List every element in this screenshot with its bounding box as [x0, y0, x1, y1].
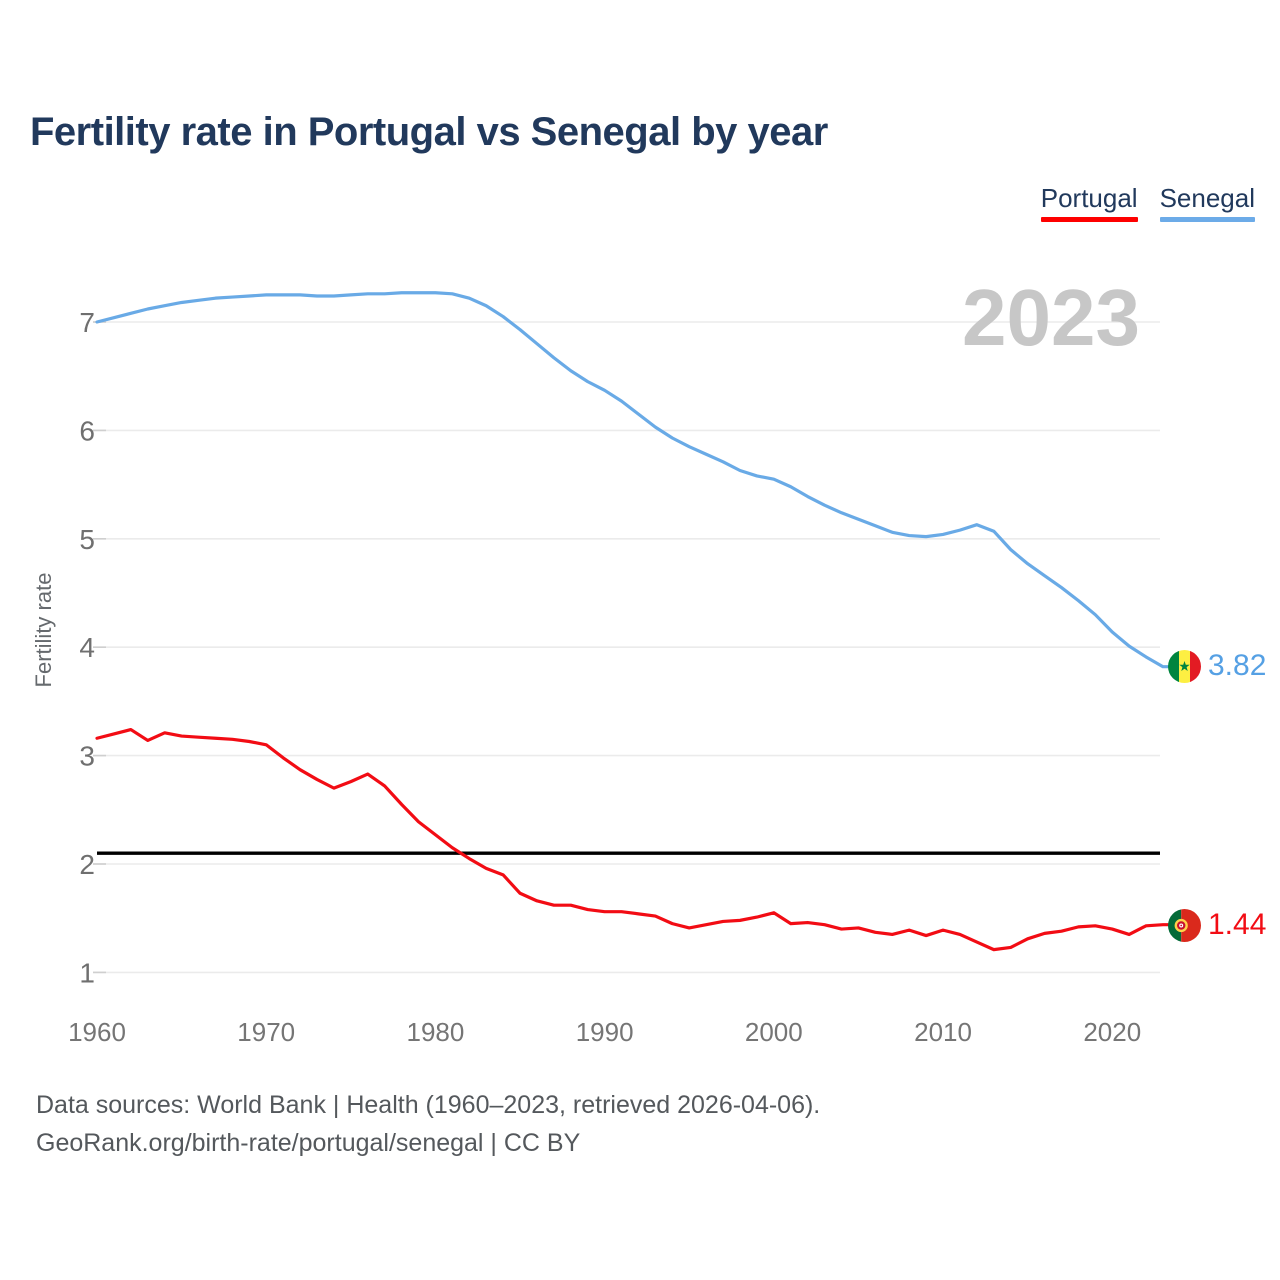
- legend-item-senegal[interactable]: Senegal: [1159, 183, 1255, 222]
- senegal-line: [95, 291, 1173, 669]
- y-tick-label: 1: [79, 957, 95, 988]
- x-tick-label: 2020: [1083, 1017, 1141, 1047]
- portugal-line: [95, 727, 1173, 952]
- footer: Data sources: World Bank | Health (1960–…: [36, 1086, 820, 1162]
- x-tick-label: 1970: [237, 1017, 295, 1047]
- portugal-final-value: 1.44: [1208, 908, 1267, 941]
- portugal-end-label: 1.44: [1168, 908, 1266, 942]
- y-tick-label: 5: [79, 524, 95, 555]
- x-tick-label: 2000: [745, 1017, 803, 1047]
- x-tick-label: 1990: [576, 1017, 634, 1047]
- legend-underline-senegal: [1159, 217, 1255, 222]
- chart-legend: Portugal Senegal: [1040, 183, 1255, 222]
- senegal-final-value: 3.82: [1208, 649, 1267, 682]
- y-tick-label: 4: [79, 632, 95, 663]
- y-tick-label: 7: [79, 307, 95, 338]
- legend-item-portugal[interactable]: Portugal: [1040, 183, 1138, 222]
- legend-label-portugal: Portugal: [1040, 183, 1138, 213]
- x-tick-label: 1980: [406, 1017, 464, 1047]
- x-tick-label: 2010: [914, 1017, 972, 1047]
- y-tick-label: 3: [79, 741, 95, 772]
- legend-label-senegal: Senegal: [1159, 183, 1255, 213]
- senegal-flag-icon: [1168, 649, 1201, 683]
- y-tick-label: 2: [79, 849, 95, 880]
- watermark-year: 2023: [962, 273, 1140, 362]
- portugal-flag-icon: [1168, 908, 1201, 942]
- y-tick-label: 6: [79, 415, 95, 446]
- footer-data-sources: Data sources: World Bank | Health (1960–…: [36, 1091, 821, 1119]
- page-title: Fertility rate in Portugal vs Senegal by…: [30, 110, 828, 154]
- footer-attribution-link[interactable]: GeoRank.org/birth-rate/portugal/senegal …: [36, 1129, 581, 1157]
- senegal-end-label: 3.82: [1168, 649, 1266, 683]
- legend-underline-portugal: [1040, 217, 1138, 222]
- x-tick-label: 1960: [68, 1017, 126, 1047]
- y-axis-title: Fertility rate: [31, 572, 56, 688]
